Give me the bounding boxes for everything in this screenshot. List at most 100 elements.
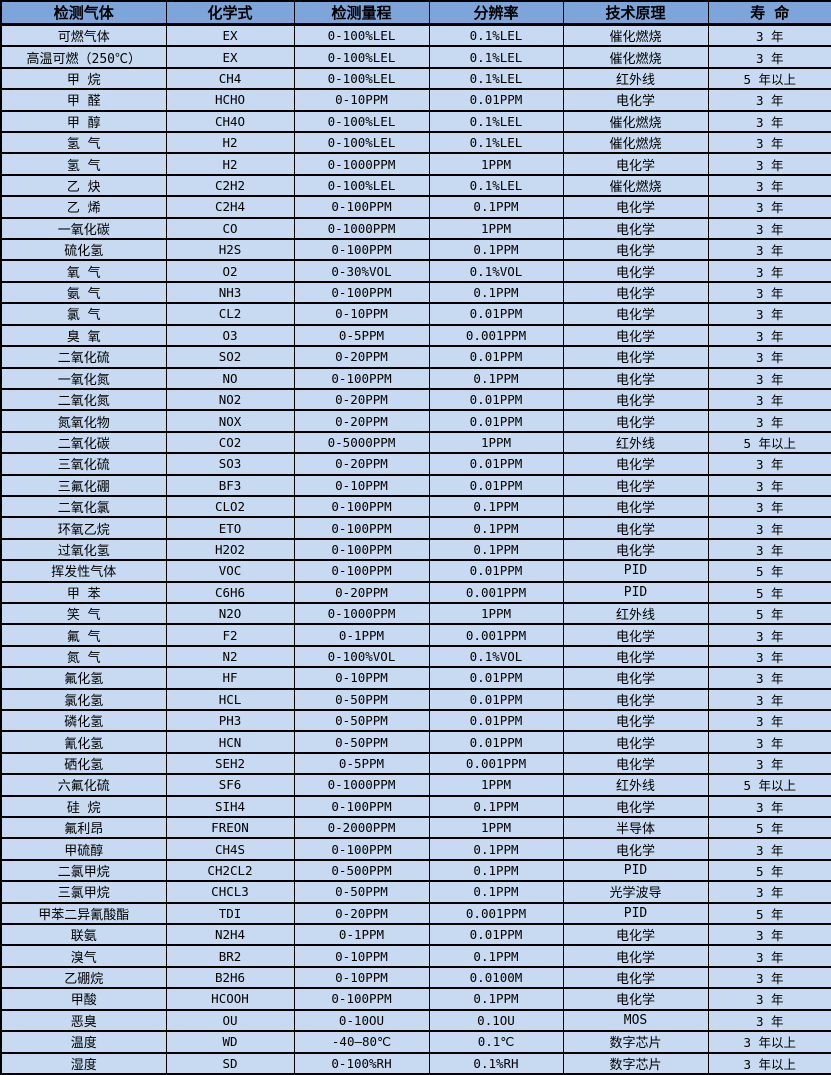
resolution-cell: 0.1PPM: [428, 516, 564, 540]
gas-name-cell: 磷化氢: [0, 708, 167, 733]
table-row: 氯化氢 HCL 0-50PPM 0.01PPM 电化学 3 年: [0, 687, 831, 712]
principle-cell: 数字芯片: [562, 1030, 709, 1054]
formula-cell: SO3: [165, 452, 295, 476]
table-row: 氨 气 NH3 0-100PPM 0.1PPM 电化学 3 年: [0, 280, 831, 305]
table-row: 三氯甲烷 CHCL3 0-50PPM 0.1PPM 光学波导 3 年: [0, 880, 831, 904]
lifespan-cell: 3 年: [707, 644, 831, 669]
range-cell: 0-5000PPM: [293, 430, 430, 455]
range-cell: 0-50PPM: [293, 708, 430, 733]
lifespan-cell: 3 年: [707, 880, 831, 904]
resolution-cell: 1PPM: [428, 430, 564, 455]
gas-name-cell: 氟利昂: [0, 816, 167, 840]
range-cell: 0-1000PPM: [293, 152, 430, 176]
lifespan-cell: 3 年: [707, 730, 831, 754]
range-cell: 0-100%VOL: [293, 644, 430, 669]
resolution-cell: 0.1PPM: [428, 987, 564, 1011]
formula-cell: ETO: [165, 516, 295, 540]
table-row: 可燃气体 EX 0-100%LEL 0.1%LEL 催化燃烧 3 年: [0, 23, 831, 48]
principle-cell: 电化学: [562, 366, 709, 390]
resolution-cell: 0.001PPM: [428, 323, 564, 348]
gas-name-cell: 氮 气: [0, 644, 167, 669]
header-lifespan: 寿 命: [707, 0, 831, 26]
principle-cell: 光学波导: [562, 880, 709, 904]
principle-cell: 电化学: [562, 730, 709, 754]
formula-cell: PH3: [165, 708, 295, 733]
resolution-cell: 0.1%VOL: [428, 644, 564, 669]
lifespan-cell: 3 年: [707, 987, 831, 1011]
principle-cell: 数字芯片: [562, 1051, 709, 1075]
resolution-cell: 0.1%LEL: [428, 45, 564, 69]
principle-cell: PID: [562, 858, 709, 883]
gas-name-cell: 二氧化碳: [0, 430, 167, 455]
principle-cell: 电化学: [562, 494, 709, 519]
principle-cell: 电化学: [562, 965, 709, 990]
table-row: 湿度 SD 0-100%RH 0.1%RH 数字芯片 3 年以上: [0, 1051, 831, 1075]
formula-cell: CLO2: [165, 494, 295, 519]
range-cell: 0-10OU: [293, 1008, 430, 1033]
gas-name-cell: 二氧化硫: [0, 345, 167, 369]
table-row: 三氧化硫 SO3 0-20PPM 0.01PPM 电化学 3 年: [0, 452, 831, 476]
principle-cell: 红外线: [562, 773, 709, 797]
table-row: 二氧化氯 CLO2 0-100PPM 0.1PPM 电化学 3 年: [0, 494, 831, 519]
principle-cell: 电化学: [562, 152, 709, 176]
gas-name-cell: 挥发性气体: [0, 559, 167, 583]
gas-name-cell: 恶臭: [0, 1008, 167, 1033]
resolution-cell: 0.01PPM: [428, 88, 564, 112]
resolution-cell: 0.1PPM: [428, 837, 564, 861]
principle-cell: 电化学: [562, 794, 709, 819]
range-cell: 0-100%LEL: [293, 45, 430, 69]
lifespan-cell: 3 年: [707, 23, 831, 48]
formula-cell: N2O: [165, 601, 295, 626]
resolution-cell: 1PPM: [428, 152, 564, 176]
table-row: 硫化氢 H2S 0-100PPM 0.1PPM 电化学 3 年: [0, 238, 831, 262]
formula-cell: F2: [165, 623, 295, 647]
table-row: 氢 气 H2 0-100%LEL 0.1%LEL 催化燃烧 3 年: [0, 131, 831, 155]
table-row: 溴气 BR2 0-10PPM 0.1PPM 电化学 3 年: [0, 944, 831, 968]
principle-cell: 电化学: [562, 687, 709, 712]
range-cell: 0-30%VOL: [293, 259, 430, 283]
principle-cell: 电化学: [562, 623, 709, 647]
gas-name-cell: 三氟化硼: [0, 473, 167, 497]
formula-cell: HCHO: [165, 88, 295, 112]
resolution-cell: 0.0100M: [428, 965, 564, 990]
principle-cell: 催化燃烧: [562, 23, 709, 48]
resolution-cell: 0.01PPM: [428, 687, 564, 712]
resolution-cell: 0.1PPM: [428, 280, 564, 305]
table-row: 二氧化硫 SO2 0-20PPM 0.01PPM 电化学 3 年: [0, 345, 831, 369]
resolution-cell: 0.1PPM: [428, 537, 564, 562]
range-cell: 0-10PPM: [293, 666, 430, 690]
header-principle: 技术原理: [562, 0, 709, 26]
formula-cell: H2: [165, 152, 295, 176]
gas-name-cell: 甲 苯: [0, 580, 167, 604]
range-cell: 0-100%LEL: [293, 131, 430, 155]
formula-cell: CH4O: [165, 109, 295, 134]
table-row: 乙硼烷 B2H6 0-10PPM 0.0100M 电化学 3 年: [0, 965, 831, 990]
formula-cell: O3: [165, 323, 295, 348]
lifespan-cell: 3 年: [707, 452, 831, 476]
formula-cell: CH4S: [165, 837, 295, 861]
range-cell: 0-1000PPM: [293, 216, 430, 241]
gas-name-cell: 二氧化氮: [0, 387, 167, 412]
principle-cell: 电化学: [562, 537, 709, 562]
lifespan-cell: 5 年: [707, 816, 831, 840]
lifespan-cell: 3 年: [707, 473, 831, 497]
principle-cell: 电化学: [562, 516, 709, 540]
header-formula: 化学式: [165, 0, 295, 26]
table-row: 甲苯二异氰酸酯 TDI 0-20PPM 0.001PPM PID 5 年: [0, 901, 831, 926]
range-cell: 0-1PPM: [293, 923, 430, 947]
principle-cell: 电化学: [562, 987, 709, 1011]
resolution-cell: 0.01PPM: [428, 452, 564, 476]
formula-cell: CHCL3: [165, 880, 295, 904]
formula-cell: C2H4: [165, 195, 295, 219]
formula-cell: NO: [165, 366, 295, 390]
principle-cell: 电化学: [562, 751, 709, 776]
principle-cell: 催化燃烧: [562, 45, 709, 69]
table-row: 温度 WD -40—80℃ 0.1℃ 数字芯片 3 年以上: [0, 1030, 831, 1054]
formula-cell: N2: [165, 644, 295, 669]
table-row: 二氧化碳 CO2 0-5000PPM 1PPM 红外线 5 年以上: [0, 430, 831, 455]
formula-cell: CL2: [165, 302, 295, 326]
formula-cell: OU: [165, 1008, 295, 1033]
principle-cell: 电化学: [562, 302, 709, 326]
lifespan-cell: 3 年: [707, 708, 831, 733]
lifespan-cell: 3 年: [707, 323, 831, 348]
